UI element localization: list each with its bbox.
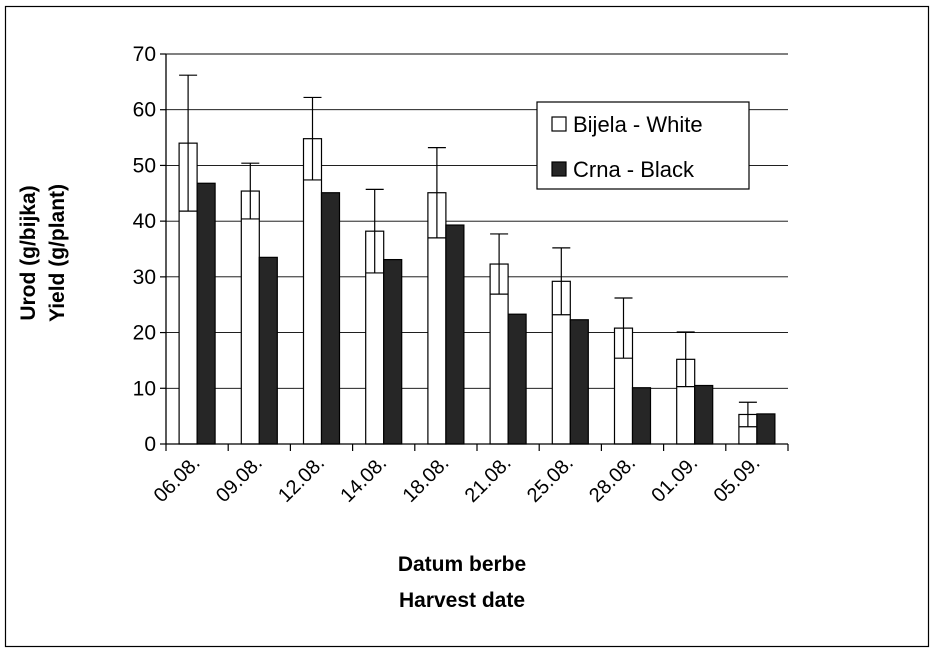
legend-box bbox=[536, 101, 750, 190]
bar-white bbox=[240, 190, 260, 445]
y-tick-label: 70 bbox=[133, 43, 156, 66]
y-tick-labels: 0 10 20 30 40 50 60 70 bbox=[133, 43, 156, 456]
bar-black bbox=[756, 413, 776, 445]
bar-black bbox=[507, 313, 527, 445]
y-tick-label: 40 bbox=[133, 210, 156, 233]
y-tick-label: 20 bbox=[133, 322, 156, 345]
y-tick-label: 50 bbox=[133, 154, 156, 177]
bar-black bbox=[569, 319, 589, 445]
bar-black bbox=[196, 182, 216, 445]
legend-swatch-black bbox=[551, 161, 567, 177]
bar-black bbox=[631, 387, 652, 445]
y-tick-label: 60 bbox=[133, 99, 156, 122]
legend-label-black: Crna - Black bbox=[573, 157, 695, 182]
bar-black bbox=[320, 192, 341, 445]
bar-black bbox=[383, 258, 403, 445]
y-tick-label: 10 bbox=[133, 377, 156, 400]
x-axis-title-line-1: Datum berbe bbox=[398, 553, 526, 576]
bar-black bbox=[445, 224, 465, 445]
bar-white bbox=[302, 138, 323, 445]
legend: Bijela - White Crna - Black bbox=[536, 101, 750, 190]
bar-black bbox=[258, 256, 278, 445]
y-axis-title-line-1: Urod (g/bijka) bbox=[17, 185, 40, 320]
x-axis-title-line-2: Harvest date bbox=[399, 589, 525, 612]
axes bbox=[160, 53, 789, 451]
legend-swatch-white bbox=[551, 116, 567, 132]
chart-frame bbox=[4, 5, 930, 648]
y-tick-label: 30 bbox=[133, 266, 156, 289]
error-bars bbox=[179, 74, 757, 428]
y-axis-title-line-2: Yield (g/plant) bbox=[46, 184, 69, 322]
legend-label-white: Bijela - White bbox=[573, 112, 703, 137]
bar-black bbox=[694, 384, 714, 445]
y-tick-label: 0 bbox=[144, 433, 156, 456]
